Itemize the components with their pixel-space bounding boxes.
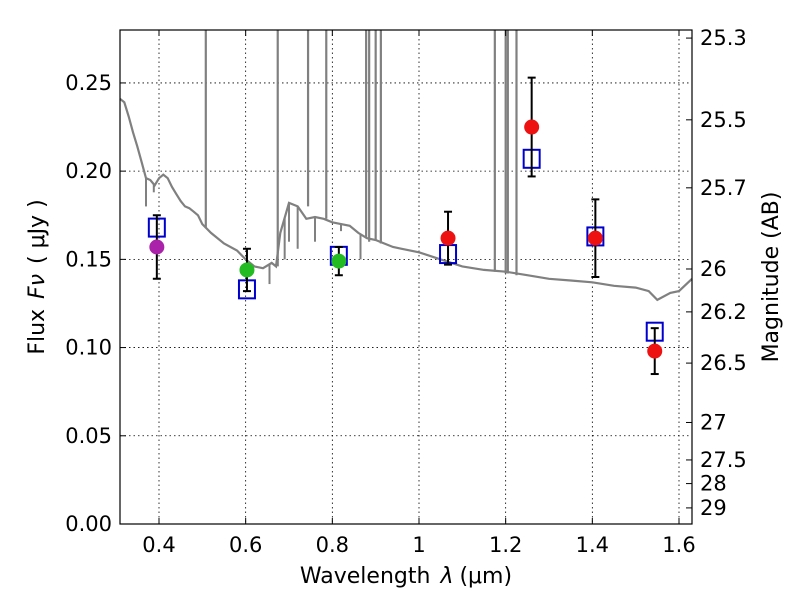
x-axis-ticks: 0.4 0.6 0.8 1 1.2 1.4 1.6 [142,30,696,557]
flux-data-point [239,262,255,278]
flux-data-point [647,343,663,359]
magnitude-tick-label: 25.3 [700,26,747,50]
data-points [147,76,664,376]
magnitude-axis-label: Magnitude (AB) [759,192,784,363]
magnitude-tick-label: 25.7 [700,176,747,200]
magnitude-tick-label: 29 [700,496,727,520]
y-tick-label: 0.20 [65,159,112,183]
x-tick-label: 1.4 [576,533,609,557]
x-tick-label: 0.6 [229,533,262,557]
flux-data-point [331,253,347,269]
magnitude-tick-label: 25.5 [700,108,747,132]
flux-data-point [440,230,456,246]
x-tick-label: 0.8 [316,533,349,557]
y-tick-label: 0.15 [65,247,112,271]
flux-data-point [587,230,603,246]
y-tick-label: 0.05 [65,424,112,448]
magnitude-tick-label: 26 [700,257,727,281]
magnitude-tick-label: 27.5 [700,448,747,472]
y-axis-label: FluxFν( μJy ) [25,199,50,354]
x-axis-label: Wavelength λ (μm) [300,564,512,589]
x-tick-label: 1.2 [489,533,522,557]
flux-data-point [524,119,540,135]
flux-data-point [149,239,165,255]
y-tick-label: 0.10 [65,336,112,360]
magnitude-tick-label: 26.2 [700,300,747,324]
y-axis-ticks: 0.00 0.05 0.10 0.15 0.20 0.25 [65,71,126,536]
magnitude-tick-label: 26.5 [700,351,747,375]
y-tick-label: 0.00 [65,512,112,536]
x-tick-label: 1 [412,533,425,557]
x-tick-label: 0.4 [142,533,175,557]
x-tick-label: 1.6 [662,533,695,557]
magnitude-tick-label: 27 [700,410,727,434]
plot-frame [119,29,693,525]
y-tick-label: 0.25 [65,71,112,95]
template-spectrum [119,30,693,302]
magnitude-tick-label: 28 [700,472,727,496]
